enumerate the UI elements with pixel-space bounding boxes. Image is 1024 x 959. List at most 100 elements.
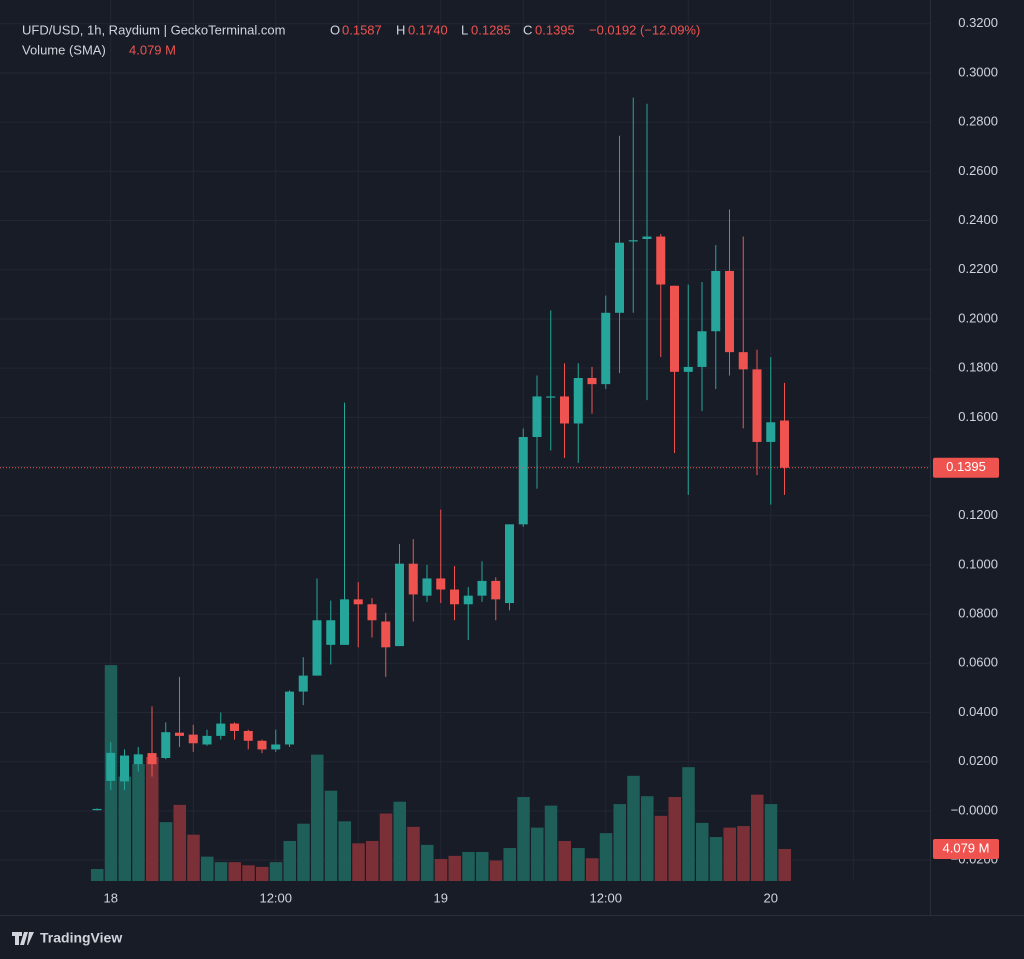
brand: TradingView	[40, 930, 122, 946]
candle-body	[601, 312, 611, 385]
candle-body	[422, 578, 432, 596]
open-key: O	[330, 22, 340, 37]
close-value: 0.1395	[535, 22, 575, 37]
y-tick-label: 0.3000	[958, 64, 998, 79]
volume-value: 4.079 M	[129, 42, 176, 57]
candle-body	[450, 589, 459, 605]
candle-body	[395, 563, 404, 647]
volume-bar	[517, 797, 530, 881]
y-tick-label: 0.0400	[958, 704, 998, 719]
candle-body	[477, 580, 487, 596]
candle-body	[463, 595, 473, 605]
candle-body	[285, 691, 294, 745]
axes: 0.3200 0.3000 0.2800 0.2600 0.2400 0.2200 0.20…	[104, 15, 999, 905]
x-tick-label: 19	[434, 890, 448, 905]
candle-body	[587, 377, 597, 385]
candle-body	[780, 420, 789, 468]
candle-body	[408, 563, 418, 595]
volume-bar	[572, 848, 585, 881]
volume-bar	[696, 822, 709, 881]
volume-bar	[613, 804, 626, 881]
volume-bar	[173, 804, 186, 881]
volume-bar	[352, 843, 365, 881]
volume-bar	[434, 859, 448, 881]
volume-bar	[641, 796, 654, 881]
candle-body	[697, 331, 707, 367]
high-value: 0.1740	[408, 22, 448, 37]
volume-bar	[283, 840, 296, 881]
x-tick-label: 12:00	[589, 890, 622, 905]
candle-body	[106, 752, 116, 781]
volume-bar	[599, 833, 613, 881]
volume-bar	[297, 823, 310, 881]
volume-bar	[558, 840, 571, 881]
last-price-label: 0.1395	[946, 459, 986, 474]
candle-body	[230, 723, 239, 731]
candle-body	[615, 242, 624, 313]
open-value: 0.1587	[342, 22, 382, 37]
last-volume-badge	[933, 838, 999, 859]
volume-bar	[503, 848, 516, 881]
symbol: UFD/USD, 1h, Raydium | GeckoTerminal.com	[22, 22, 285, 37]
volume-bar	[682, 767, 695, 881]
x-tick-label: 12:00	[259, 890, 292, 905]
candle-body	[628, 240, 638, 242]
candle-body	[725, 270, 734, 353]
candle-body	[257, 740, 267, 750]
y-tick-label: 0.2800	[958, 114, 998, 129]
candle-body	[670, 285, 679, 372]
candle-body	[175, 732, 184, 736]
candle-body	[518, 437, 528, 525]
y-tick-label: −0.0000	[951, 802, 998, 817]
y-tick-label: 0.3200	[958, 15, 998, 30]
volume-bar	[338, 821, 351, 881]
volume-bar	[242, 865, 255, 881]
candle-body	[243, 730, 253, 741]
candle-body	[560, 396, 569, 424]
y-tick-label: 0.2400	[958, 212, 998, 227]
change: −0.0192 (−12.09%)	[589, 22, 700, 37]
volume-bar	[586, 858, 599, 881]
volume-bar	[531, 827, 544, 881]
candle-body	[711, 270, 721, 332]
volume-bar	[228, 862, 241, 881]
candle-body	[381, 621, 391, 648]
candle-body	[298, 675, 308, 692]
low-value: 0.1285	[471, 22, 511, 37]
y-tick-label: 0.0200	[958, 753, 998, 768]
volume-bar	[407, 826, 420, 881]
volume-pane	[91, 665, 791, 881]
candle-body	[312, 620, 322, 676]
x-tick-label: 18	[104, 890, 118, 905]
y-tick-label: 0.2200	[958, 261, 998, 276]
candle-body	[326, 620, 336, 645]
candle-body	[505, 524, 514, 604]
candle-body	[147, 753, 157, 765]
y-tick-label: 0.1000	[958, 556, 998, 571]
volume-bar	[118, 776, 131, 881]
candle-body	[161, 732, 171, 759]
volume-bar	[654, 815, 668, 881]
volume-bar	[393, 801, 406, 881]
volume-bar	[379, 813, 393, 881]
volume-bar	[751, 794, 764, 881]
candle-body	[491, 580, 501, 600]
candle-body	[642, 236, 652, 240]
candle-body	[656, 236, 666, 285]
last-volume-label: 4.079 M	[943, 840, 990, 855]
volume-bar	[187, 834, 200, 881]
candle-body	[573, 377, 583, 424]
candle-body	[353, 599, 363, 605]
volume-bar	[269, 862, 283, 881]
brand-logo	[12, 932, 34, 945]
candle-body	[683, 366, 693, 372]
volume-bar	[489, 860, 503, 881]
volume-bar	[132, 764, 145, 881]
candle-body	[271, 744, 281, 750]
volume-bar	[448, 855, 461, 881]
y-tick-label: 0.2600	[958, 163, 998, 178]
volume-bar	[146, 756, 159, 881]
candle-body	[216, 723, 226, 736]
candle-body	[188, 734, 198, 744]
y-tick-label: 0.1800	[958, 360, 998, 375]
